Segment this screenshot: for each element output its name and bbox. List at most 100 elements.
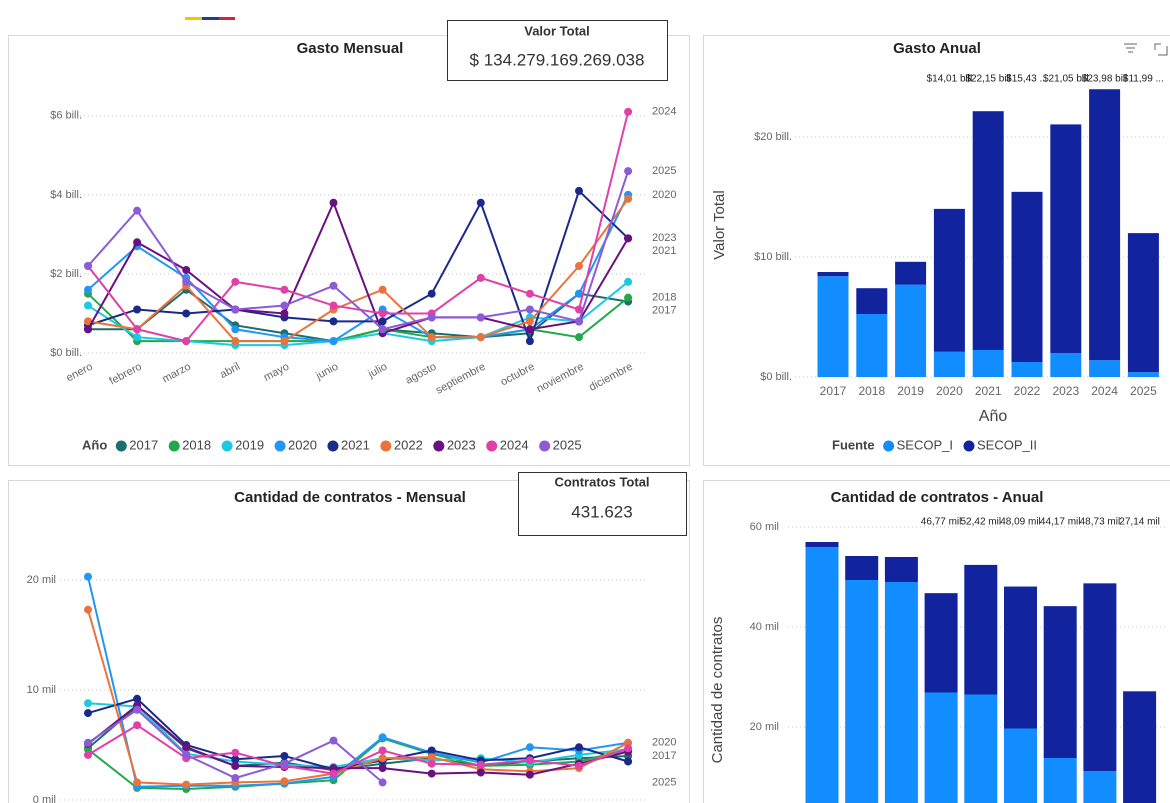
marker: [525, 337, 534, 346]
marker: [525, 317, 534, 326]
marker: [329, 769, 338, 778]
bar: [805, 542, 839, 547]
bar: [1043, 606, 1077, 758]
bar: [933, 351, 965, 377]
marker: [231, 325, 240, 334]
card-value: 431.623: [571, 502, 632, 521]
marker: [84, 317, 92, 326]
marker: [280, 759, 289, 768]
line: [87, 609, 629, 786]
marker: [133, 206, 142, 215]
marker: [231, 755, 240, 764]
marker: [280, 285, 289, 294]
marker: [133, 238, 142, 247]
total-label: 52,42 mil: [961, 517, 1002, 528]
marker: [575, 743, 583, 752]
legend-label: 2023: [447, 437, 476, 452]
bar: [1050, 124, 1082, 354]
y-tick-label: $6 bill.: [50, 110, 82, 122]
bar: [1011, 191, 1043, 362]
bar: [924, 593, 958, 693]
marker: [329, 764, 338, 773]
end-label: 2024: [652, 106, 676, 118]
marker: [624, 293, 633, 302]
logo: [219, 17, 235, 20]
marker: [84, 301, 92, 310]
bar: [817, 272, 849, 277]
line: [87, 194, 629, 343]
marker: [575, 305, 583, 314]
marker: [280, 301, 289, 310]
legend-swatch: [327, 440, 339, 452]
marker: [329, 281, 338, 290]
bar: [884, 557, 918, 582]
marker: [378, 325, 387, 334]
bar: [1123, 691, 1157, 803]
y-tick-label: $2 bill.: [50, 268, 82, 280]
legend-title: Año: [82, 437, 107, 452]
marker: [84, 605, 92, 614]
end-label: 2023: [652, 232, 676, 244]
end-label: 2020: [652, 737, 676, 749]
x-tick-label: 2023: [1052, 384, 1079, 398]
legend-label: 2021: [341, 437, 370, 452]
marker: [133, 705, 142, 714]
total-label: 46,77 mil: [921, 517, 962, 528]
marker: [476, 768, 485, 777]
y-tick-label: $10 bill.: [754, 251, 792, 263]
marker: [575, 761, 583, 770]
marker: [84, 572, 92, 581]
y-tick-label: $4 bill.: [50, 189, 82, 201]
x-tick-label: 2022: [1014, 384, 1041, 398]
marker: [280, 752, 289, 760]
marker: [378, 733, 387, 742]
legend-label: 2020: [288, 437, 317, 452]
marker: [378, 285, 387, 294]
marker: [575, 186, 583, 195]
line: [87, 704, 629, 776]
marker: [378, 309, 387, 318]
end-label: 2025: [652, 776, 676, 788]
bar: [1127, 233, 1159, 373]
legend-swatch: [274, 440, 286, 452]
line: [87, 697, 629, 771]
marker: [575, 317, 583, 326]
marker: [133, 325, 142, 334]
marker: [182, 780, 191, 789]
marker: [84, 325, 92, 334]
y-tick-label: 0 mil: [33, 794, 56, 803]
marker: [427, 769, 436, 778]
marker: [182, 743, 191, 752]
focus-icon[interactable]: [1154, 43, 1168, 56]
bar: [817, 276, 849, 377]
logo: [185, 17, 202, 20]
total-label: $23,98 bill: [1082, 74, 1128, 85]
marker: [624, 738, 633, 747]
marker: [182, 337, 191, 346]
marker: [133, 694, 142, 703]
bar: [1043, 758, 1077, 803]
bar: [856, 314, 888, 377]
y-tick-label: $20 bill.: [754, 131, 792, 143]
bar: [1004, 728, 1037, 803]
bar: [1089, 360, 1121, 377]
bar: [924, 692, 958, 803]
total-label: 48,09 mil: [1000, 517, 1041, 528]
total-label: 27,14 mil: [1119, 517, 1160, 528]
total-label: 48,73 mil: [1080, 517, 1121, 528]
bar: [1004, 586, 1037, 729]
marker: [624, 107, 633, 116]
marker: [575, 289, 583, 298]
filter-icon[interactable]: [1124, 43, 1137, 53]
legend-title: Fuente: [832, 437, 875, 452]
marker: [84, 709, 92, 718]
marker: [476, 273, 485, 282]
marker: [231, 774, 240, 782]
chart-title: Gasto Mensual: [297, 40, 404, 57]
total-label: $14,01 bill: [927, 74, 973, 85]
marker: [624, 277, 633, 286]
marker: [182, 277, 191, 286]
legend-label: 2024: [500, 437, 529, 452]
x-axis-title: Año: [979, 408, 1008, 425]
